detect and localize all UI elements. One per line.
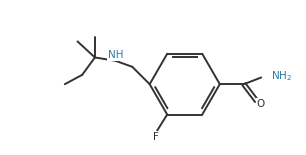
- Text: NH$_2$: NH$_2$: [271, 69, 292, 83]
- Text: O: O: [256, 99, 265, 108]
- Text: F: F: [153, 132, 159, 142]
- Text: NH: NH: [108, 51, 123, 60]
